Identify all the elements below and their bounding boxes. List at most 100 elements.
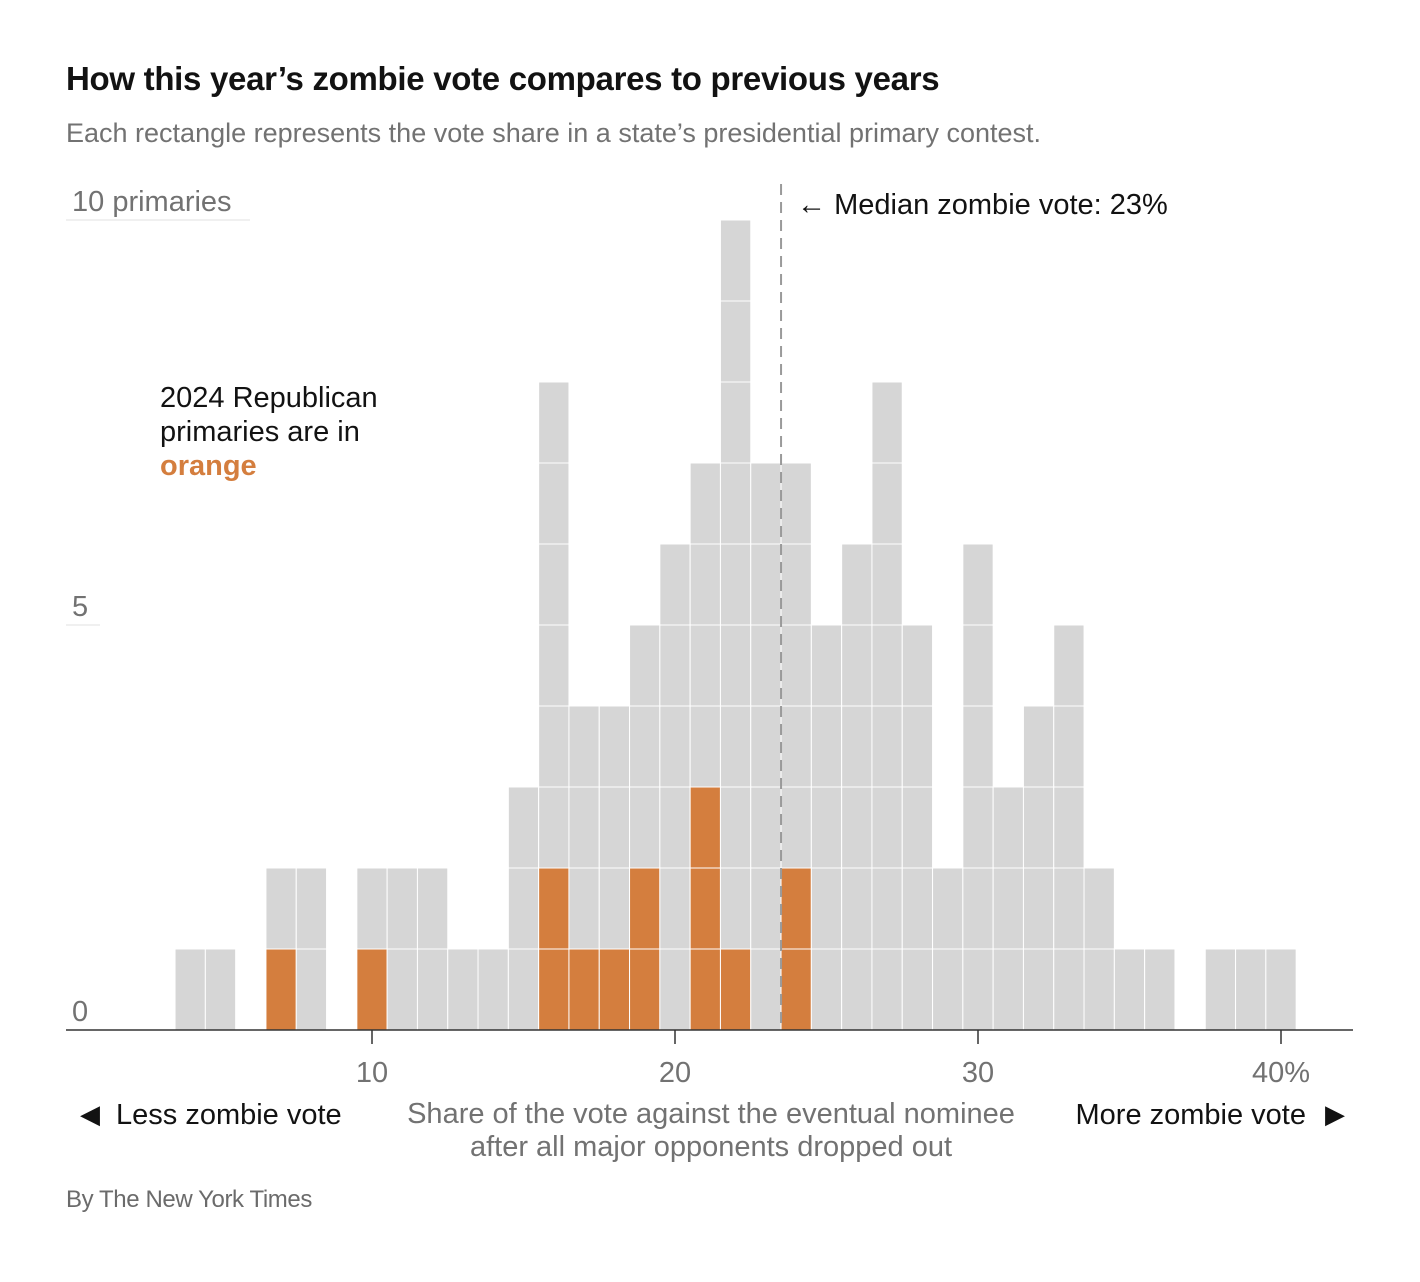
- cell-previous-primary: [538, 381, 570, 464]
- cell-previous-primary: [871, 462, 903, 545]
- cell-previous-primary: [810, 705, 843, 788]
- cell-previous-primary: [750, 786, 782, 869]
- cell-previous-primary: [871, 705, 903, 788]
- cell-previous-primary: [841, 786, 873, 869]
- cell-previous-primary: [1204, 948, 1237, 1031]
- cell-previous-primary: [962, 867, 994, 950]
- cell-previous-primary: [841, 624, 873, 707]
- cell-previous-primary: [750, 948, 782, 1031]
- cell-previous-primary: [719, 786, 752, 869]
- cell-previous-primary: [1053, 786, 1085, 869]
- cell-previous-primary: [386, 948, 418, 1031]
- cell-previous-primary: [871, 948, 903, 1031]
- cell-2024-republican: [719, 948, 752, 1031]
- cell-previous-primary: [1022, 705, 1055, 788]
- source-credit: By The New York Times: [66, 1186, 312, 1213]
- cell-previous-primary: [538, 705, 570, 788]
- cell-previous-primary: [568, 867, 600, 950]
- cell-previous-primary: [659, 705, 691, 788]
- cell-previous-primary: [477, 948, 509, 1031]
- cell-previous-primary: [204, 948, 237, 1031]
- cell-previous-primary: [871, 543, 903, 626]
- cell-previous-primary: [598, 867, 631, 950]
- annotation-line: 2024 Republican: [160, 382, 378, 414]
- cell-previous-primary: [659, 624, 691, 707]
- cell-previous-primary: [689, 462, 721, 545]
- cell-2024-republican: [780, 948, 812, 1031]
- cell-previous-primary: [507, 786, 540, 869]
- x-axis-title-line: after all major opponents dropped out: [470, 1131, 952, 1163]
- cell-previous-primary: [992, 786, 1024, 869]
- cell-previous-primary: [1053, 705, 1085, 788]
- cell-previous-primary: [719, 381, 752, 464]
- y-tick-label: 5: [72, 591, 88, 623]
- cell-previous-primary: [659, 948, 691, 1031]
- y-tick-lines: 0 5 10 primaries: [66, 186, 250, 1028]
- right-arrow-icon: ▶: [1325, 1099, 1345, 1129]
- cell-previous-primary: [598, 786, 631, 869]
- cell-previous-primary: [750, 543, 782, 626]
- cell-previous-primary: [386, 867, 418, 950]
- x-tick-label: 20: [659, 1057, 691, 1089]
- more-zombie-label: More zombie vote: [1076, 1099, 1307, 1131]
- cell-2024-republican: [689, 786, 721, 869]
- chart-title: How this year’s zombie vote compares to …: [66, 60, 940, 97]
- cell-previous-primary: [719, 462, 752, 545]
- cell-previous-primary: [1083, 948, 1115, 1031]
- cell-previous-primary: [1053, 867, 1085, 950]
- cell-previous-primary: [871, 624, 903, 707]
- cell-previous-primary: [962, 786, 994, 869]
- cell-previous-primary: [659, 786, 691, 869]
- cell-previous-primary: [719, 543, 752, 626]
- cell-previous-primary: [659, 867, 691, 950]
- cell-2024-republican: [780, 867, 812, 950]
- cell-2024-republican: [538, 867, 570, 950]
- cell-previous-primary: [932, 948, 964, 1031]
- cell-previous-primary: [841, 705, 873, 788]
- cell-previous-primary: [719, 624, 752, 707]
- cell-previous-primary: [356, 867, 388, 950]
- cell-previous-primary: [962, 705, 994, 788]
- cell-previous-primary: [780, 543, 812, 626]
- cell-previous-primary: [1022, 786, 1055, 869]
- cell-previous-primary: [174, 948, 206, 1031]
- median-marker: ← Median zombie vote: 23%: [780, 184, 1168, 1030]
- cell-previous-primary: [1144, 948, 1176, 1031]
- cell-previous-primary: [1022, 867, 1055, 950]
- cell-previous-primary: [962, 948, 994, 1031]
- cell-previous-primary: [780, 462, 812, 545]
- cell-previous-primary: [719, 705, 752, 788]
- cell-2024-republican: [265, 948, 297, 1031]
- cell-previous-primary: [992, 867, 1024, 950]
- cell-previous-primary: [780, 786, 812, 869]
- cell-previous-primary: [538, 624, 570, 707]
- cell-previous-primary: [750, 867, 782, 950]
- cell-previous-primary: [901, 705, 934, 788]
- cell-previous-primary: [689, 624, 721, 707]
- cell-previous-primary: [1053, 948, 1085, 1031]
- cell-previous-primary: [629, 705, 661, 788]
- cell-previous-primary: [659, 543, 691, 626]
- x-tick-label: 40%: [1252, 1057, 1310, 1089]
- cell-previous-primary: [841, 867, 873, 950]
- cell-previous-primary: [810, 786, 843, 869]
- x-tick-label: 10: [356, 1057, 388, 1089]
- cell-2024-republican: [538, 948, 570, 1031]
- cell-previous-primary: [871, 381, 903, 464]
- cell-previous-primary: [901, 624, 934, 707]
- left-arrow-icon: ◀: [80, 1099, 100, 1129]
- cell-previous-primary: [719, 219, 752, 302]
- cell-previous-primary: [841, 543, 873, 626]
- cell-previous-primary: [1265, 948, 1297, 1031]
- cell-previous-primary: [871, 867, 903, 950]
- cell-previous-primary: [507, 948, 540, 1031]
- cell-previous-primary: [629, 624, 661, 707]
- cell-2024-republican: [598, 948, 631, 1031]
- cell-previous-primary: [780, 705, 812, 788]
- cell-previous-primary: [810, 867, 843, 950]
- x-axis-title-line: Share of the vote against the eventual n…: [407, 1098, 1015, 1130]
- cell-previous-primary: [598, 705, 631, 788]
- x-tick-label: 30: [962, 1057, 994, 1089]
- cell-previous-primary: [901, 867, 934, 950]
- less-zombie-label: Less zombie vote: [116, 1099, 342, 1131]
